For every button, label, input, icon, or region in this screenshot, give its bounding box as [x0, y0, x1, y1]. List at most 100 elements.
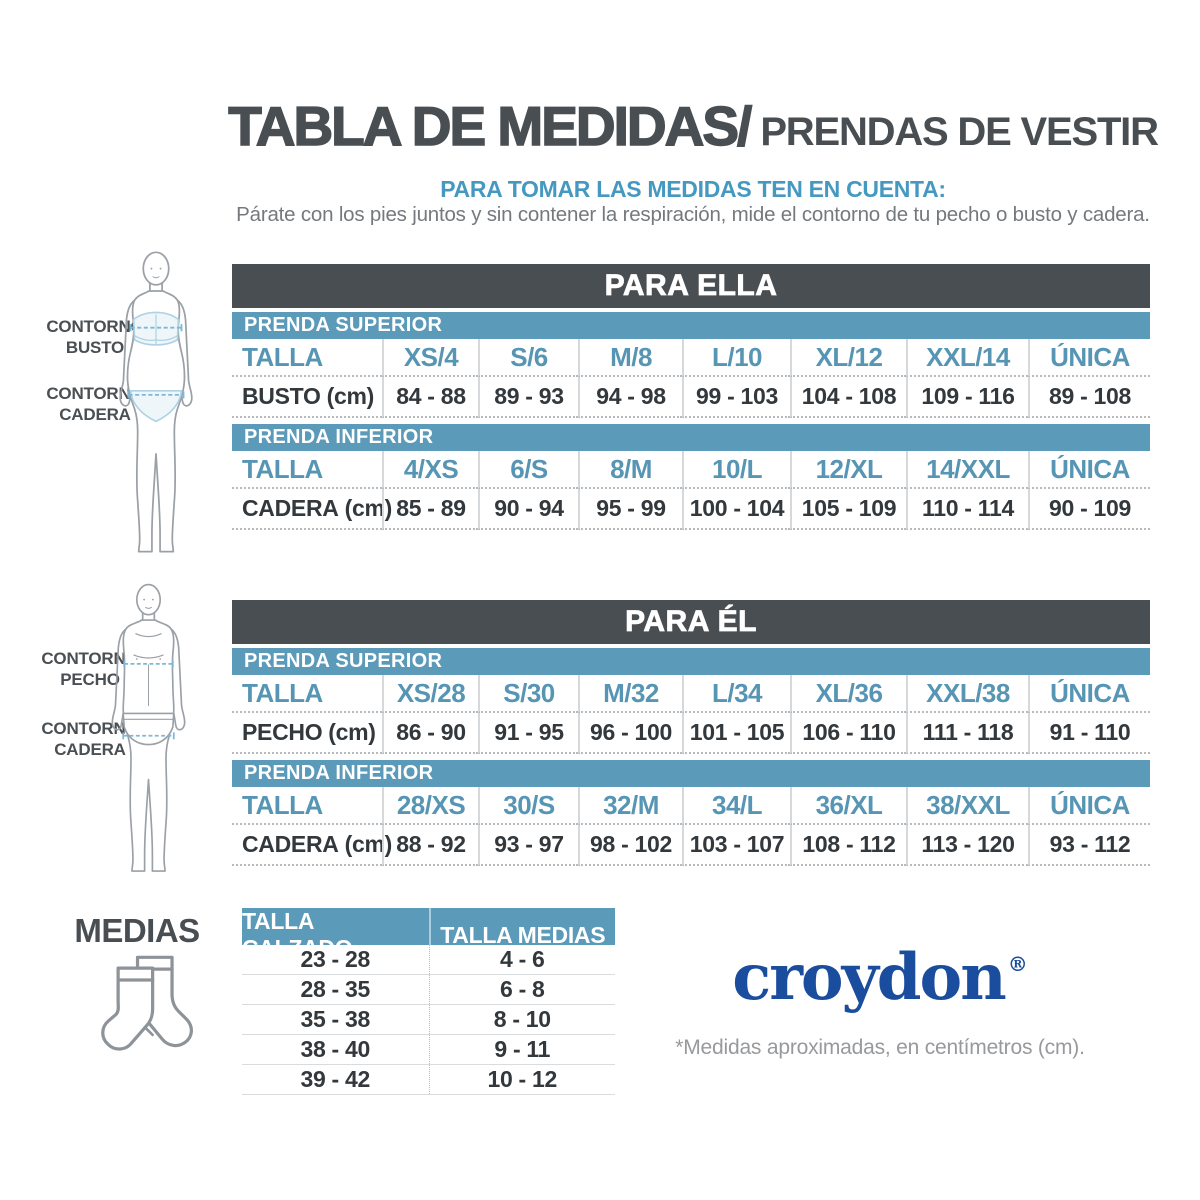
- size-row-label: TALLA: [232, 675, 382, 713]
- size-cell: XXL/38: [906, 675, 1028, 713]
- size-cell: XXL/14: [906, 339, 1028, 377]
- value-cell: 85 - 89: [382, 489, 478, 530]
- size-cell: 28/XS: [382, 787, 478, 825]
- table-header: PARA ÉL: [232, 600, 1150, 644]
- size-cell: 8/M: [578, 451, 682, 489]
- value-cell: 113 - 120: [906, 825, 1028, 866]
- measure-label: PECHO (cm): [232, 713, 382, 754]
- size-cell: ÚNICA: [1028, 451, 1150, 489]
- medias-calzado-cell: 28 - 35: [300, 976, 370, 1002]
- medias-medias-cell: 9 - 11: [428, 1035, 616, 1064]
- medias-calzado-cell: 35 - 38: [300, 1006, 370, 1032]
- value-cell: 90 - 94: [478, 489, 578, 530]
- size-cell: L/10: [682, 339, 790, 377]
- label-contorno-busto: CONTORNO BUSTO: [46, 317, 144, 358]
- size-cell: 38/XXL: [906, 787, 1028, 825]
- section-grid: TALLA 28/XS 30/S 32/M 34/L 36/XL 38/XXL ÚNICA CA…: [232, 787, 1150, 866]
- female-body-figure: [119, 251, 193, 553]
- measure-name: PECHO: [242, 719, 323, 745]
- medias-col-talla-medias: TALLA MEDIAS: [428, 908, 616, 962]
- size-cell: ÚNICA: [1028, 339, 1150, 377]
- measurements-footnote: *Medidas aproximadas, en centímetros (cm…: [675, 1036, 1085, 1059]
- size-cell: XL/12: [790, 339, 906, 377]
- size-cell: 10/L: [682, 451, 790, 489]
- measure-unit: (cm): [326, 383, 375, 409]
- value-cell: 101 - 105: [682, 713, 790, 754]
- socks-icon: [101, 955, 193, 1051]
- measure-name: CADERA: [242, 831, 339, 857]
- value-cell: 90 - 109: [1028, 489, 1150, 530]
- table-para-ella: PARA ELLA PRENDA SUPERIOR TALLA XS/4 S/6 M/8 L…: [232, 264, 1150, 530]
- value-cell: 106 - 110: [790, 713, 906, 754]
- value-cell: 88 - 92: [382, 825, 478, 866]
- value-cell: 99 - 103: [682, 377, 790, 418]
- section-bar: PRENDA INFERIOR: [232, 760, 1150, 787]
- title-main: TABLA DE MEDIDAS/: [227, 94, 753, 158]
- medias-medias-cell: 10 - 12: [428, 1065, 616, 1094]
- size-cell: 4/XS: [382, 451, 478, 489]
- size-cell: 14/XXL: [906, 451, 1028, 489]
- size-row-label: TALLA: [232, 339, 382, 377]
- medias-calzado-cell: 23 - 28: [300, 946, 370, 972]
- table-section: PRENDA SUPERIOR TALLA XS/28 S/30 M/32 L/34 XL/…: [232, 648, 1150, 754]
- medias-medias-cell: 4 - 6: [428, 945, 616, 974]
- page-title: TABLA DE MEDIDAS/PRENDAS DE VESTIR: [186, 94, 1200, 158]
- size-cell: 36/XL: [790, 787, 906, 825]
- medias-table-header: TALLA CALZADO TALLA MEDIAS: [242, 908, 615, 962]
- section-grid: TALLA XS/4 S/6 M/8 L/10 XL/12 XXL/14 ÚNICA BUSTO…: [232, 339, 1150, 418]
- medias-title: MEDIAS: [74, 912, 200, 949]
- value-cell: 86 - 90: [382, 713, 478, 754]
- size-cell: 34/L: [682, 787, 790, 825]
- medias-calzado-cell: 39 - 42: [300, 1066, 370, 1092]
- size-cell: 30/S: [478, 787, 578, 825]
- size-cell: S/30: [478, 675, 578, 713]
- label-contorno-pecho: CONTORNO PECHO: [41, 649, 139, 690]
- measure-label: CADERA (cm): [232, 489, 392, 530]
- table-section: PRENDA SUPERIOR TALLA XS/4 S/6 M/8 L/10 XL/12 X…: [232, 312, 1150, 418]
- measure-name: BUSTO: [242, 383, 321, 409]
- table-header: PARA ELLA: [232, 264, 1150, 308]
- value-cell: 91 - 110: [1028, 713, 1150, 754]
- table-section: PRENDA INFERIOR TALLA 4/XS 6/S 8/M 10/L 12/XL 1…: [232, 424, 1150, 530]
- registered-mark: ®: [1007, 951, 1028, 976]
- measure-label: CADERA (cm): [232, 825, 392, 866]
- male-body-figure: [111, 583, 186, 872]
- title-sub: PRENDAS DE VESTIR: [760, 110, 1159, 154]
- size-cell: 6/S: [478, 451, 578, 489]
- size-cell: S/6: [478, 339, 578, 377]
- medias-rows: 23 - 28 4 - 6 28 - 35 6 - 8 35 - 38 8 - 10 38 …: [242, 945, 615, 1095]
- value-cell: 96 - 100: [578, 713, 682, 754]
- value-cell: 104 - 108: [790, 377, 906, 418]
- medias-calzado-cell: 38 - 40: [300, 1036, 370, 1062]
- value-cell: 93 - 112: [1028, 825, 1150, 866]
- table-section: PRENDA INFERIOR TALLA 28/XS 30/S 32/M 34/L 36/…: [232, 760, 1150, 866]
- medias-col-talla-calzado: TALLA CALZADO: [242, 908, 353, 961]
- section-bar: PRENDA SUPERIOR: [232, 648, 1150, 675]
- medias-row: 35 - 38 8 - 10: [242, 1005, 615, 1035]
- label-contorno-cadera-male: CONTORNO CADERA: [41, 719, 139, 760]
- size-cell: XL/36: [790, 675, 906, 713]
- section-grid: TALLA XS/28 S/30 M/32 L/34 XL/36 XXL/38 ÚNICA PE…: [232, 675, 1150, 754]
- medias-medias-cell: 8 - 10: [428, 1005, 616, 1034]
- value-cell: 105 - 109: [790, 489, 906, 530]
- medias-row: 38 - 40 9 - 11: [242, 1035, 615, 1065]
- measuring-instructions-heading: PARA TOMAR LAS MEDIDAS TEN EN CUENTA:: [440, 176, 946, 202]
- size-cell: ÚNICA: [1028, 787, 1150, 825]
- value-cell: 93 - 97: [478, 825, 578, 866]
- measure-unit: (cm): [344, 831, 393, 857]
- size-row-label: TALLA: [232, 451, 382, 489]
- value-cell: 89 - 108: [1028, 377, 1150, 418]
- size-cell: L/34: [682, 675, 790, 713]
- medias-medias-cell: 6 - 8: [428, 975, 616, 1004]
- size-row-label: TALLA: [232, 787, 382, 825]
- value-cell: 110 - 114: [906, 489, 1028, 530]
- value-cell: 108 - 112: [790, 825, 906, 866]
- medias-table: TALLA CALZADO TALLA MEDIAS 23 - 28 4 - 6 2…: [242, 908, 615, 1095]
- value-cell: 98 - 102: [578, 825, 682, 866]
- measure-unit: (cm): [328, 719, 376, 745]
- measure-name: CADERA: [242, 495, 339, 521]
- section-bar: PRENDA INFERIOR: [232, 424, 1150, 451]
- size-cell: M/32: [578, 675, 682, 713]
- size-cell: ÚNICA: [1028, 675, 1150, 713]
- value-cell: 95 - 99: [578, 489, 682, 530]
